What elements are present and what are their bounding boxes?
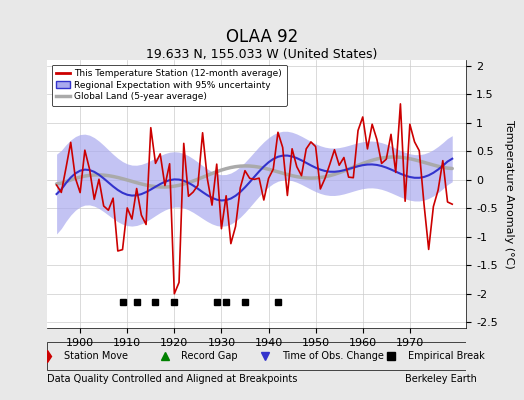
Y-axis label: Temperature Anomaly (°C): Temperature Anomaly (°C)	[505, 120, 515, 268]
Text: Data Quality Controlled and Aligned at Breakpoints: Data Quality Controlled and Aligned at B…	[47, 374, 298, 384]
Text: Time of Obs. Change: Time of Obs. Change	[282, 351, 384, 361]
Text: Record Gap: Record Gap	[181, 351, 238, 361]
Legend: This Temperature Station (12-month average), Regional Expectation with 95% uncer: This Temperature Station (12-month avera…	[52, 64, 287, 106]
Text: Empirical Break: Empirical Break	[408, 351, 484, 361]
Text: 19.633 N, 155.033 W (United States): 19.633 N, 155.033 W (United States)	[146, 48, 378, 61]
Text: OLAA 92: OLAA 92	[226, 28, 298, 46]
Text: Station Move: Station Move	[64, 351, 128, 361]
Text: Berkeley Earth: Berkeley Earth	[405, 374, 477, 384]
